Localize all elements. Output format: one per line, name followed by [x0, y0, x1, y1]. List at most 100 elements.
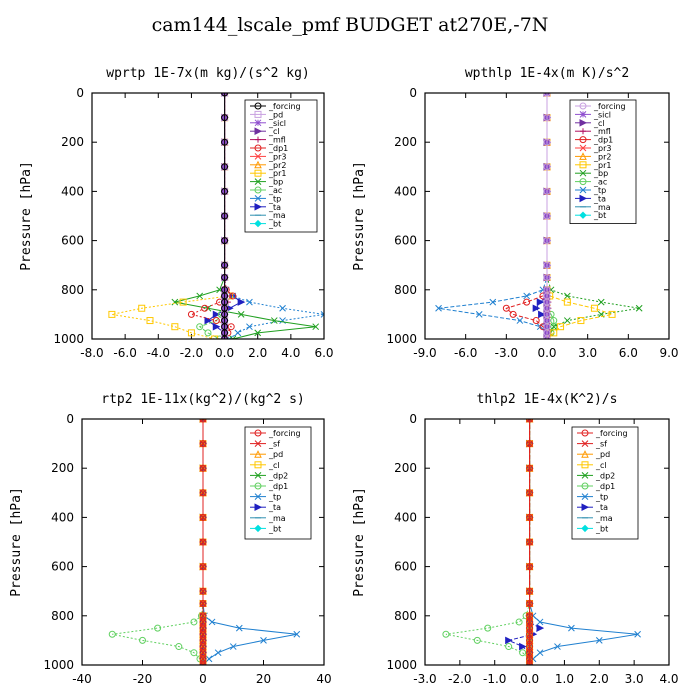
data-point	[526, 538, 534, 546]
plot-panel-1: wprtp 1E-7x(m kg)/(s^2 kg) Pressure [hPa]…	[19, 66, 334, 360]
data-point	[635, 304, 643, 312]
legend-marker	[254, 127, 263, 136]
data-point	[526, 661, 534, 665]
legend-marker	[579, 161, 587, 169]
data-point	[234, 329, 242, 337]
data-point	[515, 618, 523, 626]
legend-marker	[579, 152, 587, 160]
data-point	[516, 317, 524, 324]
legend-label: _pr3	[268, 152, 286, 161]
plot-panel-3: rtp2 1E-11x(kg^2)/(kg^2 s) Pressure [hPa]…	[9, 392, 332, 686]
data-point	[214, 649, 222, 657]
data-point	[199, 464, 207, 472]
legend-label: _tp	[595, 493, 608, 502]
data-point	[523, 292, 531, 300]
data-point	[235, 624, 243, 632]
legend-marker	[255, 136, 261, 143]
plot-panel-2: wpthlp 1E-4x(m K)/s^2 Pressure [hPa] -9.0 -…	[352, 66, 679, 360]
legend-label: _sf	[595, 440, 607, 449]
data-point	[229, 643, 237, 650]
data-point	[196, 292, 204, 300]
legend-marker	[579, 136, 587, 144]
legend-marker	[579, 169, 587, 177]
y-tick-label: 400	[394, 510, 417, 524]
legend-label: _sf	[268, 440, 280, 449]
legend-marker	[254, 102, 262, 110]
legend-marker	[254, 482, 262, 490]
y-tick-label: 800	[394, 609, 417, 623]
data-point	[199, 587, 207, 595]
legend-label: _pr2	[593, 152, 611, 161]
y-tick-label: 0	[66, 412, 74, 426]
data-point	[484, 624, 492, 632]
data-layer	[442, 419, 641, 665]
data-point	[139, 636, 146, 644]
data-point	[526, 513, 534, 521]
legend: _forcing_pd_sicl_cl_mfl_dp1_pr3_pr2_pr1_…	[244, 99, 318, 233]
x-tick-label: 0.0	[520, 672, 539, 686]
data-point	[108, 630, 116, 638]
legend-marker	[254, 450, 262, 458]
legend-marker	[581, 482, 589, 490]
y-tick-label: 600	[51, 560, 74, 574]
y-tick-label: 800	[394, 283, 417, 297]
data-point	[199, 538, 207, 546]
y-tick-label: 400	[394, 184, 417, 198]
legend-label: _dp1	[593, 136, 613, 145]
data-point	[279, 317, 286, 324]
x-tick-label: 2.0	[590, 672, 609, 686]
data-point	[221, 187, 229, 195]
legend-label: _cl	[595, 461, 607, 470]
legend-marker	[579, 111, 587, 118]
data-point	[254, 329, 262, 337]
x-tick-label: 3.0	[578, 346, 597, 360]
data-point	[563, 292, 571, 300]
data-point	[221, 212, 229, 220]
data-point	[199, 513, 207, 521]
data-point	[505, 643, 513, 651]
legend-label: _bt	[595, 524, 608, 533]
x-tick-label: 20	[256, 672, 271, 686]
legend-marker	[581, 429, 589, 437]
plot-panel-4: thlp2 1E-4x(K^2)/s Pressure [hPa] -3.0 -2.0…	[352, 392, 679, 686]
data-point	[543, 237, 551, 245]
plot-title: wpthlp 1E-4x(m K)/s^2	[465, 66, 629, 81]
series-line	[445, 419, 531, 665]
data-point	[550, 323, 558, 331]
data-point	[519, 642, 527, 651]
x-tick-label: 4.0	[281, 346, 300, 360]
legend-label: _cl	[268, 461, 280, 470]
data-point	[577, 317, 585, 325]
y-tick-label: 1000	[43, 658, 74, 672]
data-point	[526, 489, 534, 497]
x-tick-label: 9.0	[659, 346, 678, 360]
legend-label: _forcing	[268, 102, 301, 111]
legend-label: _ac	[268, 186, 282, 195]
legend-label: _pd	[268, 110, 283, 119]
data-point	[205, 655, 213, 663]
data-point	[519, 649, 527, 657]
legend-marker	[254, 144, 262, 152]
data-point	[221, 138, 229, 146]
x-tick-label: 40	[316, 672, 331, 686]
data-point	[221, 274, 229, 281]
legend-label: _bt	[593, 211, 606, 220]
data-point	[532, 304, 541, 313]
y-tick-label: 800	[51, 609, 74, 623]
data-point	[568, 624, 575, 632]
data-point	[543, 274, 551, 281]
y-tick-label: 200	[394, 461, 417, 475]
legend-marker	[581, 440, 589, 447]
plot-frame	[424, 92, 670, 340]
legend-label: _ma	[268, 514, 286, 523]
data-point	[536, 618, 544, 626]
data-point	[543, 335, 551, 339]
data-layer	[108, 419, 301, 665]
legend-marker	[254, 160, 262, 169]
series-line	[507, 419, 541, 665]
legend-label: _cl	[268, 127, 280, 136]
data-point	[221, 163, 229, 171]
data-point	[526, 464, 534, 472]
legend-marker	[254, 440, 262, 447]
x-tick-label: -9.0	[413, 346, 436, 360]
